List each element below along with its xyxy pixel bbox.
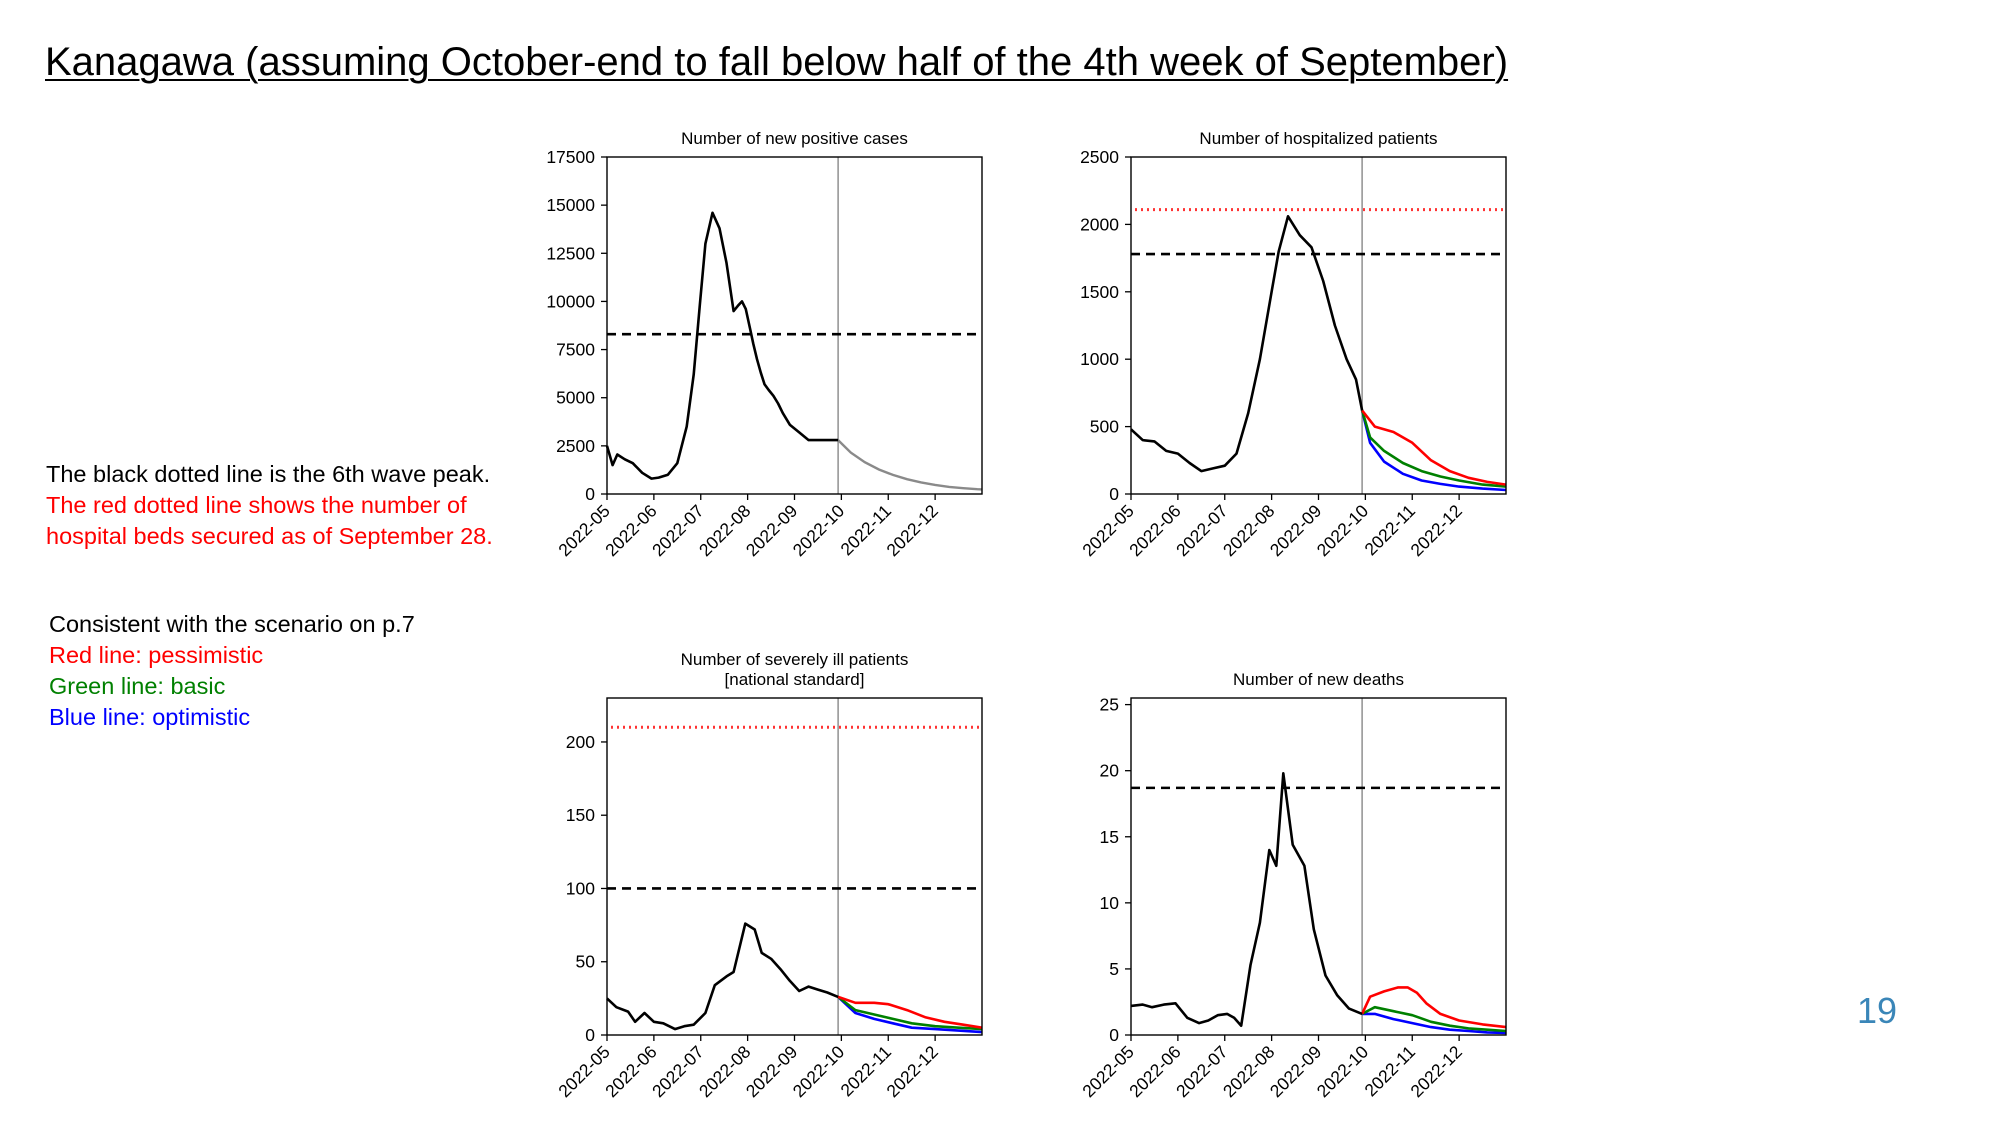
x-tick-label: 2022-06 [601, 1042, 661, 1102]
plot-frame [1130, 697, 1507, 1036]
y-tick-label: 2500 [556, 436, 595, 456]
page-number: 19 [1857, 990, 1898, 1031]
x-tick-label: 2022-07 [1172, 501, 1232, 561]
x-tick-label: 2022-05 [554, 501, 614, 561]
x-tick-label: 2022-09 [742, 501, 802, 561]
x-tick-label: 2022-10 [789, 501, 849, 561]
x-tick-label: 2022-09 [1266, 501, 1326, 561]
series-pessimistic [1360, 986, 1507, 1029]
y-tick-label: 0 [585, 1025, 595, 1045]
y-tick-label: 500 [1090, 417, 1119, 437]
note-red-dotted-1: The red dotted line shows the number of [46, 492, 467, 518]
y-tick-label: 12500 [546, 243, 595, 263]
x-tick-label: 2022-12 [882, 1042, 942, 1102]
y-tick-label: 0 [585, 484, 595, 504]
x-tick-label: 2022-10 [1313, 501, 1373, 561]
legend-pessimistic: Red line: pessimistic [49, 642, 264, 668]
series-observed [1130, 215, 1364, 473]
legend-basic: Green line: basic [49, 673, 226, 699]
y-tick-label: 100 [566, 878, 595, 898]
series-optimistic [837, 995, 983, 1034]
chart-severely-ill-patients: Number of severely ill patients[national… [554, 650, 983, 1102]
y-tick-label: 2500 [1080, 147, 1119, 167]
y-tick-label: 50 [576, 952, 596, 972]
x-tick-label: 2022-10 [1313, 1042, 1373, 1102]
chart-hospitalized-patients: Number of hospitalized patients 0 500 1000 1… [1078, 129, 1507, 561]
x-tick-label: 2022-12 [1406, 1042, 1466, 1102]
series-optimistic [1362, 1012, 1507, 1035]
x-tick-label: 2022-08 [695, 501, 755, 561]
x-tick-label: 2022-09 [1266, 1042, 1326, 1102]
x-tick-label: 2022-05 [554, 1042, 614, 1102]
x-tick-label: 2022-07 [648, 1042, 708, 1102]
chart-title: Number of new positive cases [681, 129, 908, 148]
y-tick-label: 25 [1100, 695, 1119, 715]
chart-title: Number of severely ill patients [681, 650, 909, 669]
y-tick-label: 5 [1109, 959, 1119, 979]
series-pessimistic [837, 995, 983, 1029]
y-tick-label: 5000 [556, 388, 595, 408]
y-tick-label: 200 [566, 732, 595, 752]
y-tick-label: 0 [1109, 484, 1119, 504]
scenario-note: Consistent with the scenario on p.7 [49, 611, 415, 637]
chart-title: [national standard] [725, 670, 865, 689]
y-tick-label: 20 [1100, 761, 1120, 781]
line-explanation-notes: The black dotted line is the 6th wave pe… [46, 459, 493, 552]
y-tick-label: 1000 [1080, 349, 1119, 369]
series-observed [606, 922, 839, 1031]
series-observed [1130, 772, 1363, 1027]
y-tick-label: 0 [1109, 1025, 1119, 1045]
x-tick-label: 2022-07 [1172, 1042, 1232, 1102]
chart-new-positive-cases: Number of new positive cases 0 2500 5000 750… [546, 129, 983, 561]
series-projection [837, 439, 983, 491]
x-tick-label: 2022-07 [648, 501, 708, 561]
series-basic [837, 995, 983, 1031]
note-red-dotted-2: hospital beds secured as of September 28… [46, 523, 493, 549]
y-tick-label: 10000 [546, 291, 595, 311]
y-tick-label: 10 [1100, 893, 1120, 913]
y-tick-label: 7500 [556, 340, 595, 360]
plot-frame [606, 697, 983, 1036]
series-basic [1360, 410, 1507, 488]
series-pessimistic [1361, 409, 1507, 486]
x-tick-label: 2022-05 [1078, 1042, 1138, 1102]
chart-new-deaths: Number of new deaths05101520252022-05202… [1078, 670, 1507, 1102]
x-tick-label: 2022-08 [695, 1042, 755, 1102]
y-tick-label: 17500 [546, 147, 595, 167]
x-tick-label: 2022-06 [1125, 1042, 1185, 1102]
x-tick-label: 2022-09 [742, 1042, 802, 1102]
x-tick-label: 2022-06 [1125, 501, 1185, 561]
plot-frame [1130, 156, 1507, 495]
series-basic [1361, 1005, 1507, 1033]
note-black-dashed: The black dotted line is the 6th wave pe… [46, 461, 491, 487]
x-tick-label: 2022-08 [1219, 1042, 1279, 1102]
slide-title: Kanagawa (assuming October-end to fall b… [45, 40, 1509, 84]
legend-optimistic: Blue line: optimistic [49, 704, 251, 730]
x-tick-label: 2022-05 [1078, 501, 1138, 561]
scenario-legend: Consistent with the scenario on p.7 Red … [49, 609, 415, 733]
x-tick-label: 2022-12 [1406, 501, 1466, 561]
y-tick-label: 2000 [1080, 214, 1119, 234]
x-tick-label: 2022-10 [789, 1042, 849, 1102]
y-tick-label: 15000 [546, 195, 595, 215]
chart-title: Number of hospitalized patients [1199, 129, 1437, 148]
y-tick-label: 150 [566, 805, 595, 825]
y-tick-label: 15 [1100, 827, 1119, 847]
series-observed [605, 211, 839, 480]
x-tick-label: 2022-06 [601, 501, 661, 561]
plot-frame [606, 156, 983, 495]
x-tick-label: 2022-08 [1219, 501, 1279, 561]
chart-title: Number of new deaths [1233, 670, 1404, 689]
y-tick-label: 1500 [1080, 282, 1119, 302]
series-optimistic [1360, 410, 1507, 492]
x-tick-label: 2022-12 [882, 501, 942, 561]
